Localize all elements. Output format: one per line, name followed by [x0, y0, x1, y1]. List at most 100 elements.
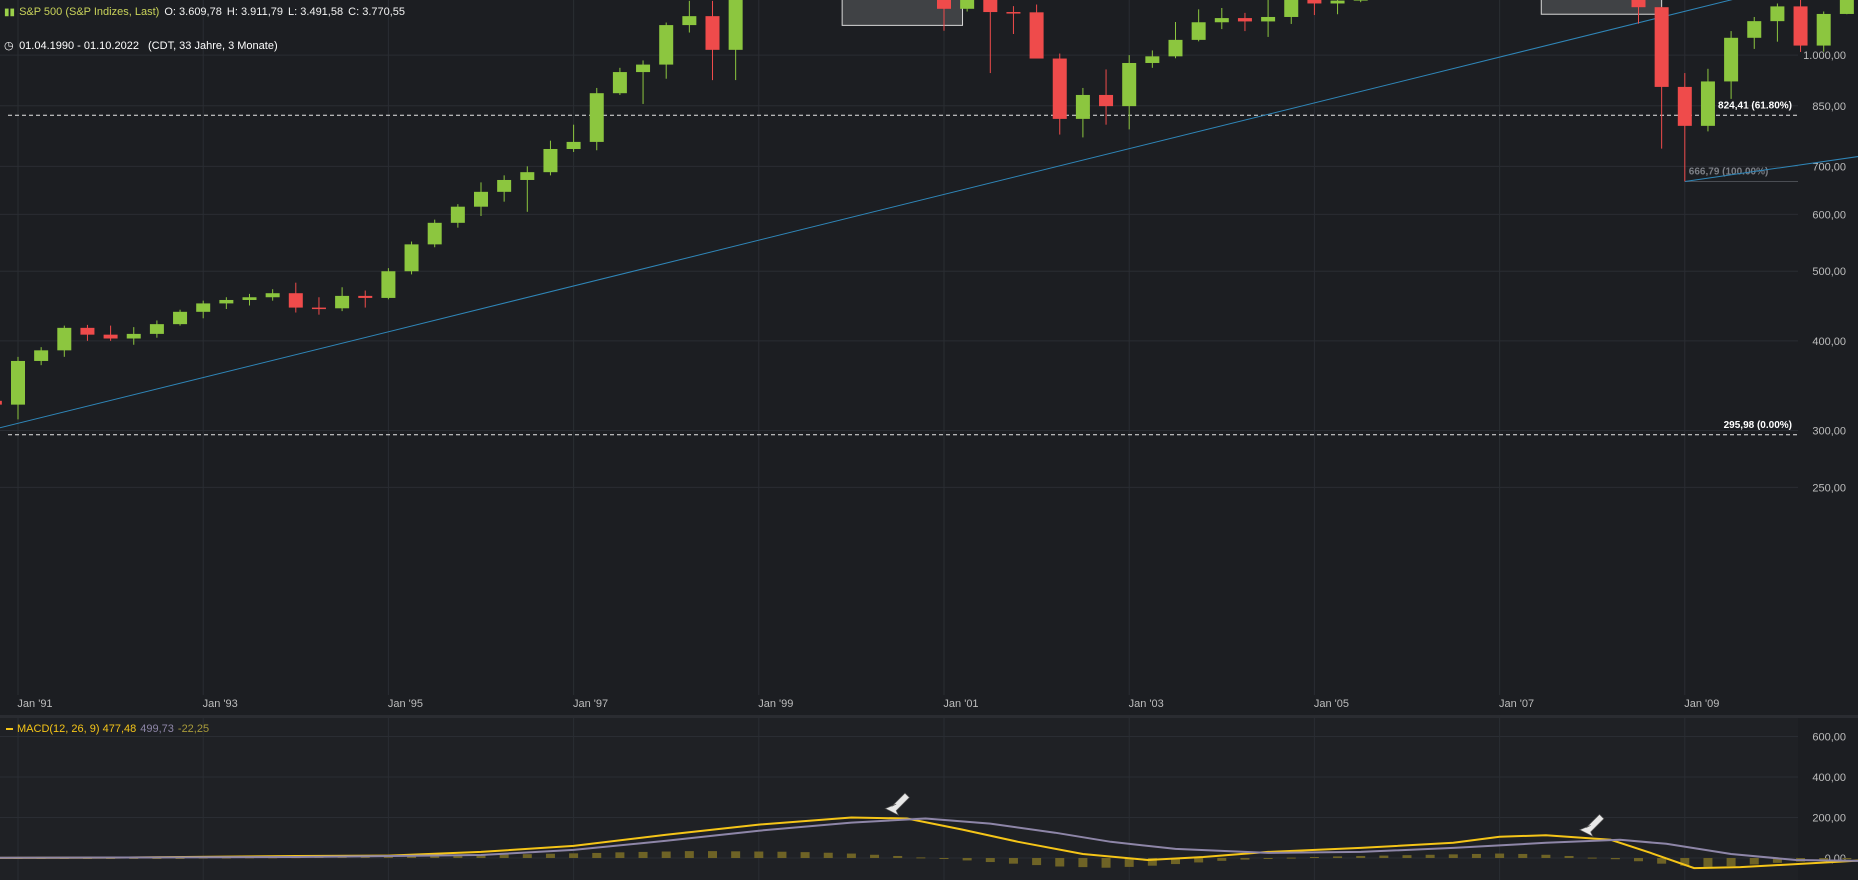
candle-body [149, 324, 164, 334]
macd-histogram-bar [985, 858, 995, 863]
macd-y-tick-label: 200,00 [1812, 813, 1846, 825]
candle-body [358, 295, 373, 298]
time-range-info: (CDT, 33 Jahre, 3 Monate) [148, 40, 278, 52]
macd-histogram-bar [1124, 858, 1134, 867]
candle-body [705, 16, 720, 50]
fib-level-label: 824,41 (61.80%) [1718, 100, 1792, 111]
macd-signal-line [0, 817, 1858, 862]
macd-histogram-bar [1171, 858, 1180, 865]
x-tick-label: Jan '93 [203, 698, 238, 710]
candle-body [682, 16, 697, 26]
macd-header: MACD(12, 26, 9) 477,48 499,73 -22,25 [6, 723, 209, 735]
arrow-shape [1578, 813, 1605, 838]
macd-histogram-bar [1842, 858, 1852, 860]
macd-histogram-bar [152, 858, 162, 859]
macd-histogram-bar [545, 853, 555, 858]
macd-histogram-bar [1379, 855, 1389, 858]
time-range-header[interactable]: ◷ 01.04.1990 - 01.10.2022 (CDT, 33 Jahre… [4, 39, 278, 52]
macd-histogram-bar [1610, 858, 1620, 860]
candle-body [1168, 39, 1183, 57]
macd-histogram-bar [430, 855, 440, 858]
macd-value: 477,48 [102, 723, 137, 735]
macd-histogram-bar [684, 851, 694, 858]
macd-histogram-bar [476, 854, 486, 858]
macd-histogram-bar [823, 852, 833, 858]
macd-y-tick-label: 600,00 [1812, 732, 1846, 744]
candle-body [728, 0, 743, 50]
y-tick-label: 600,00 [1812, 209, 1846, 221]
ohlc-high: H: 3.911,79 [226, 6, 283, 18]
macd-histogram-bar [1032, 858, 1042, 866]
x-tick-label: Jan '01 [943, 698, 978, 710]
ohlc-values: O: 3.609,78 H: 3.911,79 L: 3.491,58 C: 3… [162, 6, 405, 18]
candle-body [1284, 0, 1299, 17]
candle-body [288, 293, 303, 308]
macd-histogram-bar [1495, 853, 1505, 858]
candle-body [1214, 18, 1229, 23]
candle-body [1654, 7, 1669, 87]
macd-histogram-bar [1587, 857, 1597, 859]
macd-signal-value: 499,73 [140, 723, 174, 735]
macd-arrow-icon [1578, 813, 1605, 838]
candle-body [1700, 81, 1715, 126]
ohlc-open: O: 3.609,78 [164, 6, 222, 18]
macd-histogram-bar [1564, 855, 1574, 858]
ohlc-low: L: 3.491,58 [288, 6, 344, 18]
macd-histogram-bar [522, 854, 532, 858]
macd-histogram-bar [1286, 857, 1296, 859]
macd-histogram-bar [1147, 858, 1157, 866]
macd-histogram-bar [1194, 858, 1204, 863]
candle-body [1029, 12, 1044, 59]
macd-line [0, 816, 1858, 870]
macd-histogram-bar [1101, 858, 1111, 868]
candle-body [242, 297, 257, 300]
macd-histogram-bar [731, 851, 741, 858]
macd-histogram-bar [1055, 858, 1065, 867]
candle-body [1724, 37, 1739, 82]
macd-histogram-bar [1240, 858, 1250, 860]
macd-histogram-bar [1541, 854, 1551, 858]
candle-body [497, 179, 512, 192]
candle-body [1006, 12, 1021, 14]
candle-body [983, 0, 998, 13]
macd-histogram-bar [129, 858, 139, 859]
candle-body [0, 400, 2, 405]
macd-histogram-bar [916, 857, 926, 859]
candle-body [1261, 16, 1276, 22]
macd-hist-value: -22,25 [177, 723, 210, 735]
macd-histogram-bar [1819, 858, 1829, 861]
candle-body [1631, 0, 1646, 8]
arrow-shape [884, 792, 910, 816]
macd-histogram-bar [1471, 853, 1481, 858]
x-tick-label: Jan '97 [573, 698, 608, 710]
candle-body [219, 299, 234, 304]
macd-histogram-bar [1356, 855, 1366, 858]
candle-body [196, 303, 211, 312]
macd-histogram-bar [592, 852, 602, 858]
clock-icon: ◷ [4, 40, 14, 52]
candle-body [80, 327, 95, 335]
candle-body [520, 172, 535, 180]
y-tick-label: 250,00 [1812, 482, 1846, 494]
x-tick-label: Jan '07 [1499, 698, 1534, 710]
candle-body [1330, 0, 1345, 4]
macd-histogram-bar [1749, 858, 1759, 865]
macd-histogram-bar [1634, 858, 1643, 862]
y-tick-label: 400,00 [1812, 336, 1846, 348]
candle-body [1145, 56, 1160, 63]
candle-body [311, 307, 326, 310]
candle-body [1677, 86, 1692, 126]
macd-histogram-bar [615, 852, 625, 858]
candle-body [1099, 94, 1114, 107]
candle-body [1237, 18, 1252, 22]
candle-body [589, 93, 604, 142]
y-tick-label: 1.000,00 [1803, 50, 1846, 62]
candle-body [381, 271, 396, 298]
macd-legend-swatch [6, 728, 13, 731]
macd-histogram-bar [1078, 858, 1088, 868]
macd-histogram-bar [1333, 856, 1343, 858]
macd-histogram-bar [569, 853, 579, 858]
macd-histogram-bar [708, 851, 717, 858]
fib-level-label: 295,98 (0.00%) [1724, 420, 1792, 431]
candle-body [173, 311, 188, 325]
